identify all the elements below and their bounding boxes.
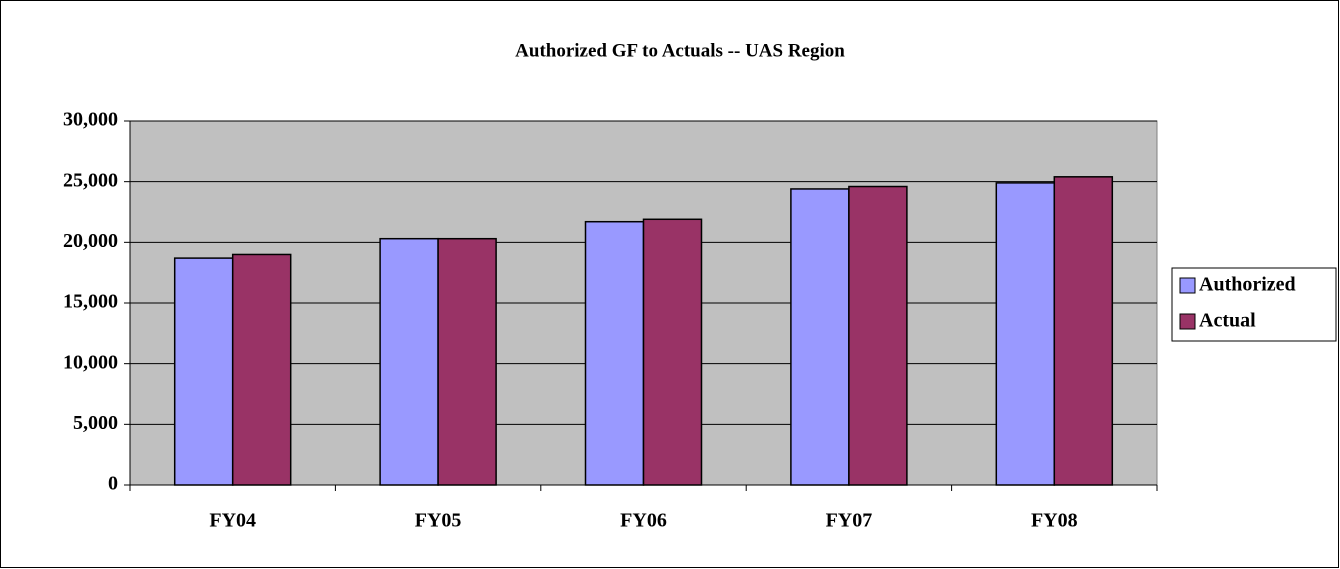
x-tick-label: FY08 bbox=[1031, 510, 1078, 532]
bar bbox=[642, 218, 703, 486]
bar bbox=[790, 188, 850, 486]
bar bbox=[173, 257, 234, 486]
x-tick-label: FY07 bbox=[826, 510, 873, 532]
bar bbox=[848, 185, 908, 486]
x-tick-label: FY05 bbox=[415, 510, 462, 532]
legend-label: Authorized bbox=[1199, 274, 1296, 296]
y-tick-label: 0 bbox=[108, 473, 118, 495]
x-tick-label: FY06 bbox=[620, 510, 667, 532]
y-tick-label: 20,000 bbox=[63, 230, 118, 252]
legend-box bbox=[1171, 267, 1337, 342]
x-tick-label: FY04 bbox=[209, 510, 256, 532]
y-tick-label: 5,000 bbox=[73, 412, 118, 434]
legend-label: Actual bbox=[1199, 310, 1256, 332]
legend-swatch bbox=[1179, 277, 1196, 294]
bar bbox=[995, 182, 1056, 486]
chart-title: Authorized GF to Actuals -- UAS Region bbox=[515, 40, 845, 61]
bar bbox=[584, 220, 645, 486]
bar bbox=[1053, 176, 1114, 486]
bar bbox=[437, 237, 497, 486]
y-tick-label: 25,000 bbox=[63, 169, 118, 191]
bar bbox=[379, 237, 439, 486]
y-tick-label: 10,000 bbox=[63, 351, 118, 373]
legend-swatch bbox=[1179, 313, 1196, 330]
bar bbox=[231, 253, 292, 486]
y-tick-label: 30,000 bbox=[63, 109, 118, 131]
y-tick-label: 15,000 bbox=[63, 291, 118, 313]
